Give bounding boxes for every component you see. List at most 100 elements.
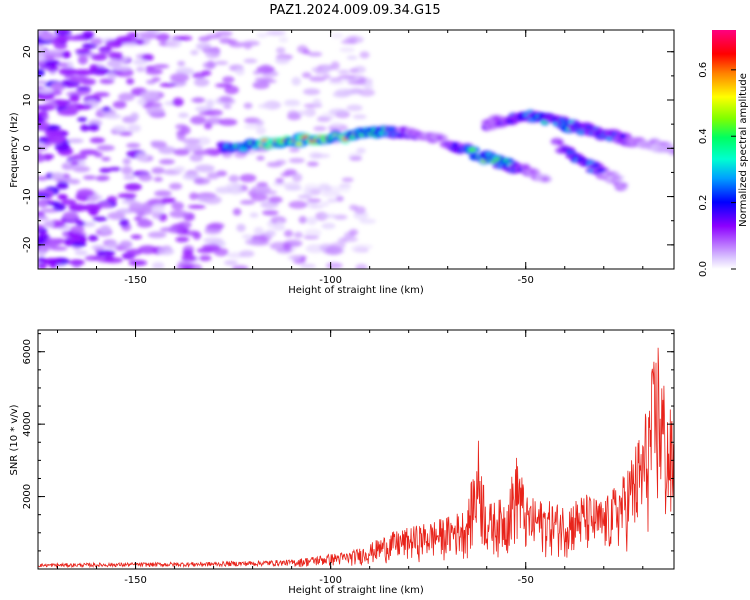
heatmap-cell: [306, 216, 318, 226]
heatmap-cell: [145, 68, 163, 75]
heatmap-cell: [181, 254, 197, 262]
heatmap-cell: [89, 137, 105, 144]
heatmap-cell: [249, 212, 259, 218]
heatmap-cell: [307, 51, 323, 57]
heatmap-cell: [102, 106, 111, 112]
heatmap-cell: [38, 115, 45, 124]
heatmap-cell: [260, 64, 272, 71]
heatmap-cell: [70, 225, 85, 234]
colorbar-ticks: 0.0 0.2 0.4 0.6: [698, 62, 736, 277]
heatmap-cell: [204, 227, 222, 235]
y-tick-label: 4000: [22, 411, 33, 436]
heatmap-cell: [38, 91, 55, 101]
spectrogram-y-label: Frequency (Hz): [9, 112, 20, 188]
heatmap-cell: [359, 218, 377, 224]
heatmap-cell: [108, 166, 122, 172]
snr-panel: -150 -100 -50 2000 4000 6000 Height of strai…: [9, 329, 675, 596]
heatmap-cell: [72, 153, 88, 161]
heatmap-cell: [182, 265, 194, 269]
heatmap-cell: [275, 221, 285, 230]
heatmap-cell: [75, 220, 86, 227]
heatmap-cell: [151, 204, 165, 213]
colorbar-tick-label: 0.0: [698, 261, 709, 277]
x-tick-label: -150: [124, 575, 147, 586]
heatmap-cell: [329, 108, 348, 116]
heatmap-cell: [72, 165, 91, 173]
heatmap-cell: [165, 39, 182, 48]
heatmap-cell: [239, 250, 255, 258]
heatmap-cell: [79, 149, 99, 156]
heatmap-cell: [57, 193, 68, 200]
heatmap-cell: [283, 243, 292, 251]
heatmap-cell: [126, 142, 141, 149]
heatmap-cell: [38, 142, 45, 147]
heatmap-cell: [89, 64, 99, 72]
heatmap-cell: [670, 149, 674, 154]
heatmap-cell: [201, 243, 221, 252]
heatmap-cell: [161, 197, 176, 204]
heatmap-cell: [287, 110, 299, 118]
heatmap-cell: [350, 244, 367, 253]
heatmap-cell: [189, 192, 199, 200]
heatmap-cell: [611, 175, 621, 180]
heatmap-cell: [198, 111, 215, 116]
heatmap-cell: [122, 157, 132, 165]
heatmap-cell: [51, 172, 65, 180]
heatmap-cell: [243, 124, 262, 129]
heatmap-cell: [301, 72, 312, 79]
heatmap-cell: [38, 80, 48, 85]
heatmap-cell: [67, 138, 84, 144]
heatmap-cell: [291, 76, 302, 86]
heatmap-cell: [225, 183, 242, 191]
heatmap-cell: [349, 155, 363, 161]
heatmap-cell: [152, 64, 170, 69]
heatmap-cell: [124, 183, 142, 191]
heatmap-cell: [275, 159, 287, 165]
heatmap-cell: [339, 47, 355, 53]
heatmap-cell: [130, 112, 139, 121]
heatmap-cell: [436, 135, 444, 141]
heatmap-cell: [337, 237, 348, 244]
heatmap-cell: [353, 65, 366, 74]
heatmap-cell: [126, 78, 135, 85]
heatmap-cell: [130, 234, 142, 240]
heatmap-cell: [355, 263, 368, 269]
colorbar-tick-label: 0.6: [698, 62, 709, 78]
heatmap-cell: [91, 245, 107, 250]
heatmap-cell: [268, 196, 283, 204]
heatmap-cell: [119, 131, 133, 137]
heatmap-cell: [99, 78, 115, 85]
heatmap-cell: [177, 60, 186, 67]
heatmap-cell: [128, 259, 148, 266]
heatmap-cell: [47, 59, 60, 66]
heatmap-cell: [106, 59, 122, 68]
heatmap-cell: [255, 119, 265, 126]
heatmap-cell: [239, 199, 256, 205]
heatmap-cell: [363, 84, 374, 89]
heatmap-cell: [61, 177, 74, 182]
heatmap-cell: [190, 49, 199, 56]
heatmap-cell: [243, 43, 252, 50]
heatmap-cell: [224, 85, 239, 95]
heatmap-cell: [297, 194, 313, 199]
heatmap-cell: [57, 62, 69, 68]
heatmap-cell: [173, 148, 190, 156]
heatmap-cell: [62, 50, 71, 59]
heatmap-cell: [58, 67, 78, 76]
heatmap-cell: [76, 86, 92, 91]
heatmap-cell: [158, 146, 177, 155]
snr-series-line: [38, 347, 674, 569]
heatmap-cell: [138, 217, 149, 225]
heatmap-cell: [556, 140, 563, 145]
heatmap-cell: [71, 241, 87, 248]
heatmap-cell: [222, 76, 235, 84]
heatmap-cell: [118, 92, 135, 102]
heatmap-cell: [309, 204, 324, 210]
heatmap-cell: [288, 200, 308, 209]
heatmap-cell: [152, 262, 165, 269]
heatmap-cell: [245, 238, 261, 246]
spectrogram-frame: [37, 29, 675, 270]
heatmap-cell: [253, 226, 264, 236]
heatmap-cell: [356, 147, 366, 154]
